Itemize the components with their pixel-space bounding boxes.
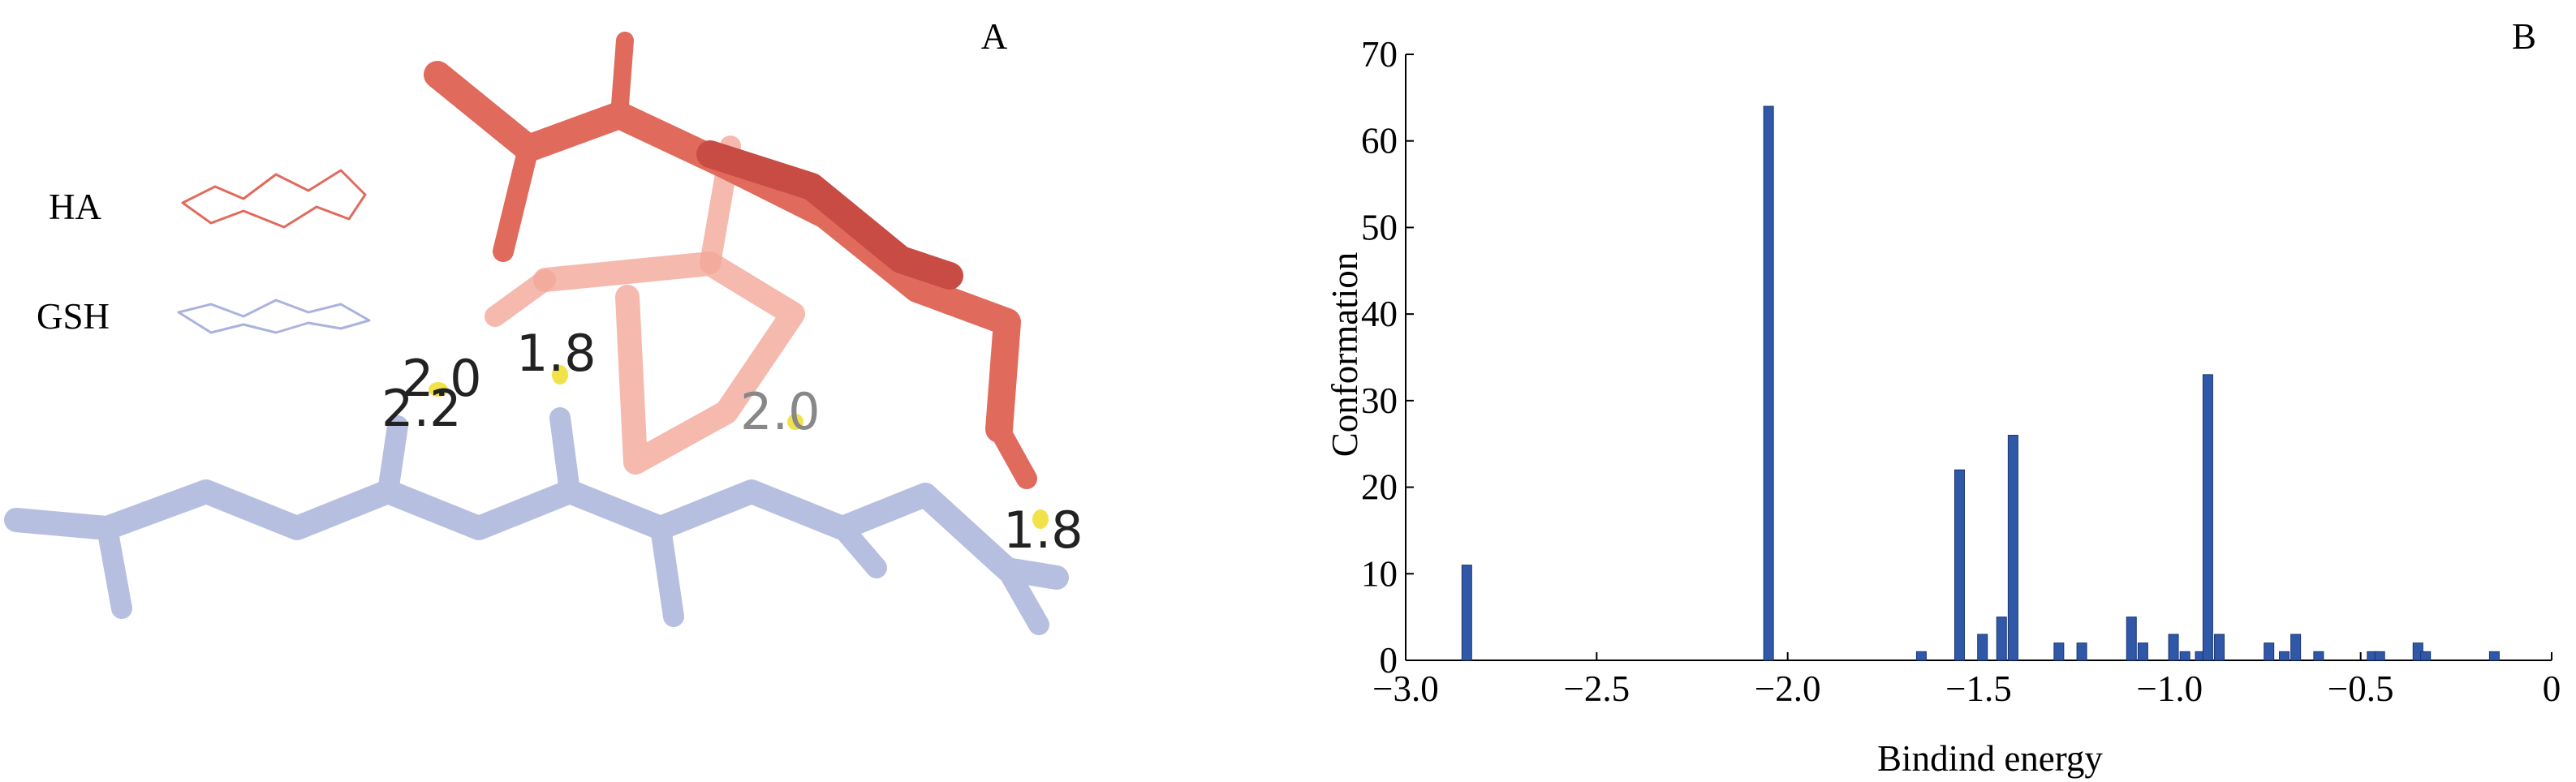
- bar: [2137, 642, 2148, 661]
- bar: [1763, 105, 1774, 661]
- gsh-branch: [832, 518, 887, 578]
- y-tick-label: 70: [1361, 34, 1398, 75]
- molecule-view: [4, 32, 1069, 635]
- bar: [2264, 642, 2275, 661]
- legend-label: GSH: [37, 296, 110, 337]
- bar: [2053, 642, 2065, 661]
- x-tick-label: −2.5: [1564, 668, 1630, 709]
- bar: [2007, 435, 2018, 661]
- panel-label: A: [981, 16, 1008, 57]
- y-axis-label: Conformation: [1325, 252, 1365, 457]
- y-tick-label: 20: [1361, 467, 1398, 508]
- bar: [2214, 634, 2225, 661]
- bar: [2488, 651, 2500, 661]
- y-tick-label: 10: [1361, 553, 1398, 594]
- bar: [1915, 651, 1927, 661]
- bar: [1461, 565, 1472, 661]
- gsh-branch: [377, 415, 408, 502]
- y-tick-label: 60: [1361, 121, 1398, 161]
- ha-ring-back: [533, 251, 805, 475]
- distance-label: 2.0: [402, 349, 482, 408]
- distance-label: 2.0: [740, 382, 821, 441]
- x-tick-label: −0.5: [2328, 668, 2394, 709]
- panel-label: B: [2512, 16, 2536, 57]
- gsh-legend-icon: [177, 299, 371, 334]
- legend-label: HA: [49, 187, 101, 227]
- x-tick-label: −1.0: [2137, 668, 2203, 709]
- hbond-markers: [429, 365, 1049, 529]
- y-tick-label: 30: [1361, 380, 1398, 421]
- distance-label: 2.2: [381, 379, 462, 438]
- bar: [2179, 651, 2190, 661]
- gsh-branch: [997, 559, 1049, 635]
- ha-legend-icon: [181, 169, 367, 229]
- bar: [2313, 651, 2324, 661]
- bar: [2374, 651, 2385, 661]
- hbond-dot: [787, 414, 803, 430]
- bar: [2126, 617, 2137, 661]
- ha-branch: [493, 138, 539, 262]
- hbond-dot: [1032, 509, 1049, 529]
- bar: [1954, 469, 1965, 661]
- x-tick-label: 0: [2543, 668, 2561, 709]
- hbond-dot: [552, 365, 568, 385]
- ha-branch: [989, 419, 1037, 489]
- x-tick-label: −2.0: [1755, 668, 1821, 709]
- x-tick-label: −3.0: [1372, 668, 1439, 709]
- gsh-molecule: [4, 479, 1069, 590]
- gsh-branch: [650, 518, 684, 627]
- y-tick-label: 50: [1361, 207, 1398, 247]
- bar: [2279, 651, 2290, 661]
- bar: [1996, 617, 2007, 661]
- bar: [2290, 634, 2302, 661]
- ha-molecule: [424, 61, 1021, 443]
- bar: [2168, 634, 2179, 661]
- ha-branch: [610, 32, 634, 124]
- y-tick-label: 0: [1380, 640, 1398, 681]
- y-tick-label: 40: [1361, 294, 1398, 334]
- bar: [2420, 651, 2432, 661]
- distance-label: 1.8: [1003, 501, 1083, 560]
- bar: [2076, 642, 2087, 661]
- bar: [1977, 634, 1988, 661]
- x-tick-label: −1.5: [1945, 668, 2012, 709]
- x-axis-label: Bindind energy: [1877, 738, 2103, 779]
- gsh-branch: [549, 407, 580, 502]
- distance-label: 1.8: [516, 324, 597, 383]
- ha-bond-back: [485, 269, 556, 327]
- gsh-branch: [97, 518, 132, 619]
- ha-molecule-side: [696, 140, 963, 290]
- bar: [2202, 374, 2213, 661]
- hbond-dot: [429, 382, 448, 397]
